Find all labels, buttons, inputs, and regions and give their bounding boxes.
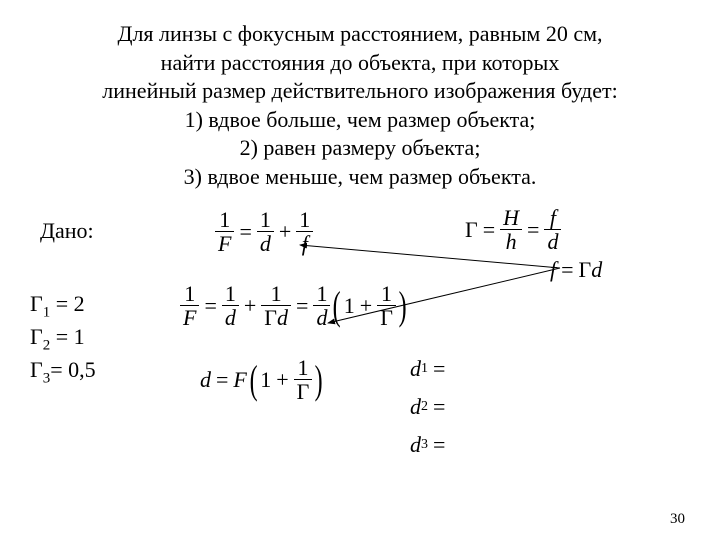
result-d3: d3 = — [410, 432, 450, 458]
gamma-2-sym: Г — [30, 324, 43, 349]
eq2-num1: H — [500, 206, 522, 230]
d2-sub: 2 — [421, 399, 428, 415]
eq5-one: 1 — [260, 367, 271, 393]
given-label: Дано: — [40, 218, 94, 244]
eq4-n5: 1 — [377, 282, 396, 306]
eq4-d5: Г — [377, 306, 396, 329]
gamma-3-sym: Г — [30, 357, 43, 382]
problem-statement: Для линзы с фокусным расстоянием, равным… — [0, 20, 720, 192]
eq-magnification: Г = Hh = fd — [465, 206, 561, 253]
problem-line-6: 3) вдвое меньше, чем размер объекта. — [184, 164, 537, 189]
d3-sub: 3 — [421, 437, 428, 453]
eq4-d3b: d — [277, 305, 288, 330]
given-1: Г1 = 2 — [30, 290, 96, 323]
eq4-n4: 1 — [313, 282, 330, 306]
eq-d-solution: d = F ( 1 + 1Г ) — [200, 356, 326, 403]
eq1-den1: F — [215, 232, 234, 255]
gamma-2-val: = 1 — [50, 324, 84, 349]
eq1-den3: f — [296, 232, 313, 255]
gamma-3-val: = 0,5 — [50, 357, 95, 382]
problem-line-5: 2) равен размеру объекта; — [240, 135, 481, 160]
eq3-gamma: Г — [579, 257, 592, 283]
eq-lens-formula: 1F = 1d + 1f — [215, 208, 313, 255]
eq4-one: 1 — [344, 293, 355, 319]
problem-line-4: 1) вдвое больше, чем размер объекта; — [185, 107, 536, 132]
d2-sym: d — [410, 394, 421, 420]
eq4-n2: 1 — [222, 282, 239, 306]
eq2-den2: d — [544, 230, 561, 253]
given-2: Г2 = 1 — [30, 323, 96, 356]
gamma-1-val: = 2 — [50, 291, 84, 316]
eq-f-eq-gamma-d: f = Гd — [550, 257, 602, 283]
eq5-d: Г — [294, 380, 313, 403]
eq2-den1: h — [500, 230, 522, 253]
eq3-d: d — [591, 257, 602, 283]
gamma-1-sym: Г — [30, 291, 43, 316]
eq2-lhs: Г — [465, 217, 478, 243]
eq-substitution: 1F = 1d + 1Гd = 1d ( 1 + 1Г ) — [180, 282, 409, 329]
eq4-d3a: Г — [264, 305, 277, 330]
d3-sym: d — [410, 432, 421, 458]
eq4-n3: 1 — [261, 282, 291, 306]
d1-sym: d — [410, 356, 421, 382]
eq1-num2: 1 — [257, 208, 274, 232]
problem-line-2: найти расстояния до объекта, при которых — [161, 50, 560, 75]
d1-sub: 1 — [421, 361, 428, 377]
givens-block: Г1 = 2 Г2 = 1 Г3= 0,5 — [30, 290, 96, 389]
eq1-num1: 1 — [215, 208, 234, 232]
result-d1: d1 = — [410, 356, 450, 382]
eq4-d4: d — [313, 306, 330, 329]
given-3: Г3= 0,5 — [30, 356, 96, 389]
eq4-d2: d — [222, 306, 239, 329]
eq5-lhs: d — [200, 367, 211, 393]
eq5-n: 1 — [294, 356, 313, 380]
eq1-den2: d — [257, 232, 274, 255]
eq4-d1: F — [180, 306, 199, 329]
result-d2: d2 = — [410, 394, 450, 420]
problem-line-1: Для линзы с фокусным расстоянием, равным… — [117, 21, 602, 46]
page-number: 30 — [670, 511, 685, 528]
problem-line-3: линейный размер действительного изображе… — [102, 78, 617, 103]
eq4-n1: 1 — [180, 282, 199, 306]
eq5-F: F — [233, 367, 246, 393]
eq1-num3: 1 — [296, 208, 313, 232]
eq2-num2: f — [544, 206, 561, 230]
